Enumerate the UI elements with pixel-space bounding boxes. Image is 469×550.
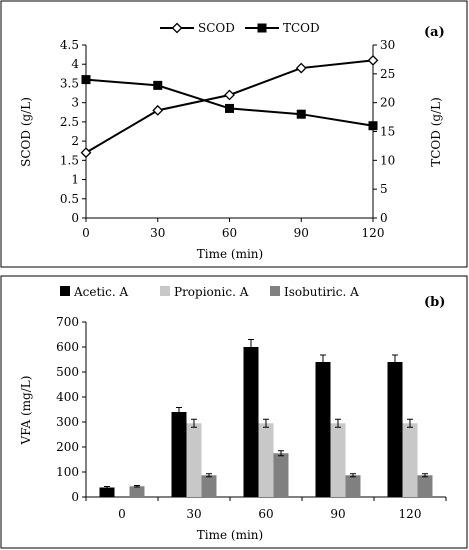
panel-a-ytick-label: 1 xyxy=(71,173,79,187)
bar-acetic-a60 xyxy=(243,347,259,497)
panel-b-ytick-label: 0 xyxy=(71,490,79,504)
panel-a-ylabel: SCOD (g/L) xyxy=(19,97,33,167)
panel-a-ytick-label: 4.5 xyxy=(60,38,79,52)
bar-propionic-a60 xyxy=(258,423,274,497)
legend-label-scod: SCOD xyxy=(198,21,235,35)
point-scod xyxy=(367,54,379,66)
panel-b-ytick-label: 700 xyxy=(56,315,79,329)
panel-b-ytick-label: 400 xyxy=(56,390,79,404)
bar-propionic-a30 xyxy=(186,423,202,497)
panel-a: (a) SCOD TCOD 0 0.5 1 1.5 2 2.5 3 3.5 4 4.5 0 5 10 15 2… xyxy=(0,0,468,268)
panel-a-tag: (a) xyxy=(424,25,445,40)
panel-a-xtick-label: 0 xyxy=(82,226,90,240)
panel-a-y2tick-label: 30 xyxy=(380,38,395,52)
panel-b-legend: Acetic. A Propionic. A Isobutiric. A xyxy=(60,285,359,299)
bar-acetic-a120 xyxy=(387,362,403,497)
point-scod xyxy=(224,89,235,101)
panel-a-ytick-label: 3 xyxy=(71,96,79,110)
panel-b-ytick-label: 100 xyxy=(56,465,79,479)
bar-acetic-a0 xyxy=(99,487,115,497)
bar-isobutiric-a0 xyxy=(129,486,145,497)
panel-b-xtick-label: 120 xyxy=(399,507,422,521)
panel-a-series xyxy=(80,54,379,159)
panel-b: (b) Acetic. A Propionic. A Isobutiric. A 0… xyxy=(0,275,468,549)
bar-acetic-a90 xyxy=(315,362,331,497)
panel-a-xtick-label: 120 xyxy=(362,226,385,240)
panel-a-ytick-label: 2 xyxy=(71,134,79,148)
panel-b-ytick-label: 500 xyxy=(56,365,79,379)
point-scod xyxy=(80,147,92,159)
panel-a-ytick-label: 3.5 xyxy=(60,76,79,90)
panel-a-border xyxy=(0,0,468,268)
point-tcod xyxy=(153,80,163,90)
panel-a-xlabel: Time (min) xyxy=(197,247,263,261)
legend-label-tcod: TCOD xyxy=(283,21,320,35)
bar-isobutiric-a120 xyxy=(417,475,433,497)
panel-a-y2tick-label: 15 xyxy=(380,125,395,139)
legend-swatch xyxy=(160,286,170,296)
legend-swatch xyxy=(60,286,70,296)
bar-propionic-a120 xyxy=(402,423,418,497)
panel-a-y2label: TCOD (g/L) xyxy=(429,97,443,167)
series-line-tcod xyxy=(85,78,374,127)
legend-marker-scod xyxy=(171,22,183,34)
legend-label: Acetic. A xyxy=(73,285,128,299)
bar-propionic-a90 xyxy=(330,423,346,497)
panel-b-ytick-label: 300 xyxy=(56,415,79,429)
panel-b-tag: (b) xyxy=(424,295,445,310)
point-scod xyxy=(295,62,307,74)
point-tcod xyxy=(81,75,91,85)
legend-label: Propionic. A xyxy=(174,285,249,299)
panel-a-ytick-label: 0.5 xyxy=(60,192,79,206)
panel-a-ytick-label: 0 xyxy=(71,211,79,225)
panel-a-ytick-label: 4 xyxy=(71,57,79,71)
bar-isobutiric-a30 xyxy=(201,475,217,497)
panel-a-ytick-label: 2.5 xyxy=(60,115,79,129)
point-tcod xyxy=(296,109,306,119)
panel-b-xtick-label: 0 xyxy=(118,507,126,521)
panel-b-ytick-label: 200 xyxy=(56,440,79,454)
legend-label: Isobutiric. A xyxy=(284,285,359,299)
bar-acetic-a30 xyxy=(171,412,187,497)
point-scod xyxy=(152,104,164,116)
panel-a-y2tick-label: 10 xyxy=(380,153,395,167)
panel-a-y2tick-label: 25 xyxy=(380,67,395,81)
panel-b-border xyxy=(0,275,468,549)
panel-b-xlabel: Time (min) xyxy=(197,528,263,542)
panel-b-xtick-label: 90 xyxy=(330,507,345,521)
point-tcod xyxy=(368,121,378,131)
panel-a-xtick-label: 60 xyxy=(222,226,237,240)
panel-a-axes: 0 0.5 1 1.5 2 2.5 3 3.5 4 4.5 0 5 10 15 20 25 30 0 30 60 90 1… xyxy=(60,38,395,240)
panel-a-y2tick-label: 5 xyxy=(380,182,388,196)
panel-a-legend: SCOD TCOD xyxy=(160,21,320,35)
point-tcod xyxy=(225,103,234,113)
panel-b-xtick-label: 30 xyxy=(186,507,201,521)
panel-a-xtick-label: 30 xyxy=(150,226,165,240)
panel-a-xtick-label: 90 xyxy=(294,226,309,240)
panel-b-series xyxy=(99,339,433,497)
legend-swatch xyxy=(270,286,280,296)
bar-isobutiric-a60 xyxy=(273,453,289,497)
panel-a-y2tick-label: 0 xyxy=(380,211,388,225)
panel-b-ytick-label: 600 xyxy=(56,340,79,354)
panel-b-ylabel: VFA (mg/L) xyxy=(19,376,33,446)
panel-a-y2tick-label: 20 xyxy=(380,96,395,110)
panel-a-ytick-label: 1.5 xyxy=(60,153,79,167)
legend-marker-tcod xyxy=(257,23,267,33)
bar-isobutiric-a90 xyxy=(345,475,361,497)
panel-b-xtick-label: 60 xyxy=(258,507,273,521)
